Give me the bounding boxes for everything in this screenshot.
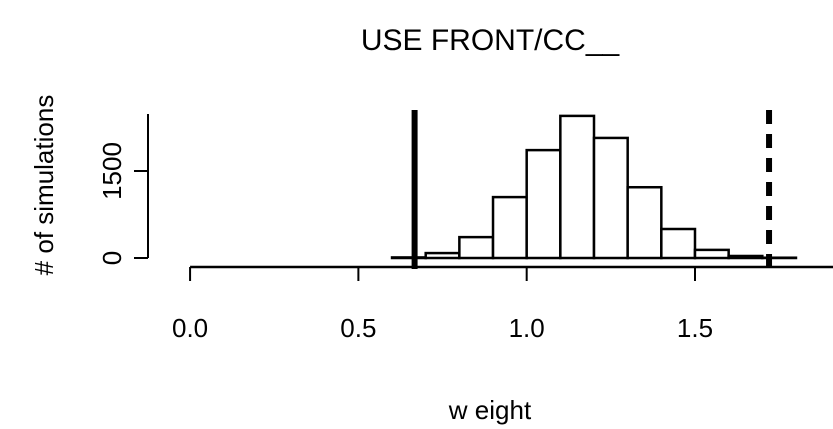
bar [525, 148, 562, 260]
bar [424, 251, 461, 260]
bar [390, 256, 427, 260]
x-tick-label: 1.5 [677, 313, 713, 343]
bar [491, 195, 528, 260]
bar [559, 114, 596, 260]
x-axis-label: w eight [448, 395, 532, 425]
bar [660, 227, 697, 260]
x-tick-label: 1.0 [509, 313, 545, 343]
bar [693, 248, 730, 260]
bar [727, 254, 764, 260]
y-tick-label: 1500 [97, 142, 127, 200]
bar [458, 235, 495, 260]
y-tick-label: 0 [97, 251, 127, 265]
chart-title: USE FRONT/CC__ [361, 24, 621, 57]
x-tick-label: 0.0 [172, 313, 208, 343]
bar [592, 136, 629, 260]
bar [626, 185, 663, 260]
x-tick-label: 0.5 [340, 313, 376, 343]
y-axis-label: # of simulations [29, 95, 59, 276]
